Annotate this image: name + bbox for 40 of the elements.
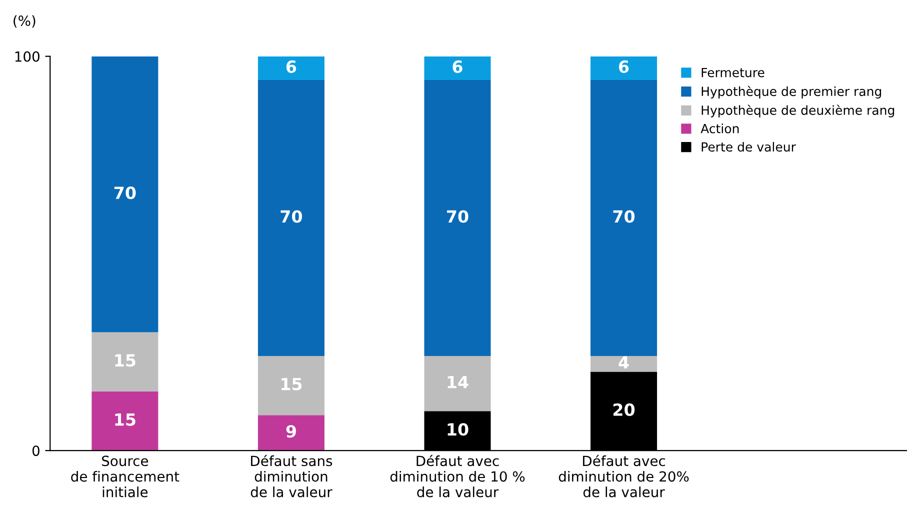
bar — [92, 332, 158, 392]
legend-label: Hypothèque de deuxième rang — [702, 104, 894, 118]
bar — [424, 80, 491, 356]
data-label: 15 — [115, 354, 136, 367]
data-label: 70 — [114, 186, 136, 200]
legend-label: Perte de valeur — [702, 142, 796, 152]
data-label: 4 — [618, 356, 629, 368]
y-tick-label: 0 — [32, 446, 40, 456]
bar — [92, 391, 158, 451]
data-label: 70 — [280, 210, 302, 223]
bar — [590, 356, 658, 372]
data-label: 70 — [613, 210, 635, 223]
bar — [590, 56, 658, 80]
x-tick-label: Défaut avec diminution de 20% de la valeur — [558, 454, 689, 498]
data-label: 6 — [286, 60, 296, 73]
data-label: 15 — [281, 378, 302, 390]
bar — [258, 356, 324, 416]
bar — [92, 56, 158, 332]
data-label: 6 — [619, 60, 629, 73]
bar — [590, 80, 658, 356]
data-label: 20 — [613, 403, 635, 416]
data-label: 6 — [452, 60, 462, 73]
legend-label: Action — [700, 124, 739, 134]
data-label: 15 — [115, 413, 136, 426]
bar — [424, 356, 491, 412]
legend-label: Hypothèque de premier rang — [702, 86, 882, 99]
data-label: 70 — [447, 210, 468, 223]
x-tick-label: Source de financement initiale — [71, 456, 180, 498]
bar — [258, 415, 324, 451]
data-label: 14 — [448, 376, 468, 388]
bar — [258, 56, 324, 80]
data-label: 9 — [286, 425, 296, 438]
y-axis-title: (%) — [14, 15, 36, 28]
bar — [424, 56, 491, 80]
bar — [258, 80, 324, 356]
y-tick-label: 100 — [15, 51, 40, 62]
data-label: 10 — [448, 423, 468, 436]
x-tick-label: Défaut sans diminution de la valeur — [250, 454, 332, 498]
legend-label: Fermeture — [702, 68, 764, 78]
x-tick-label: Défaut avec diminution de 10 % de la valeur — [390, 454, 525, 498]
